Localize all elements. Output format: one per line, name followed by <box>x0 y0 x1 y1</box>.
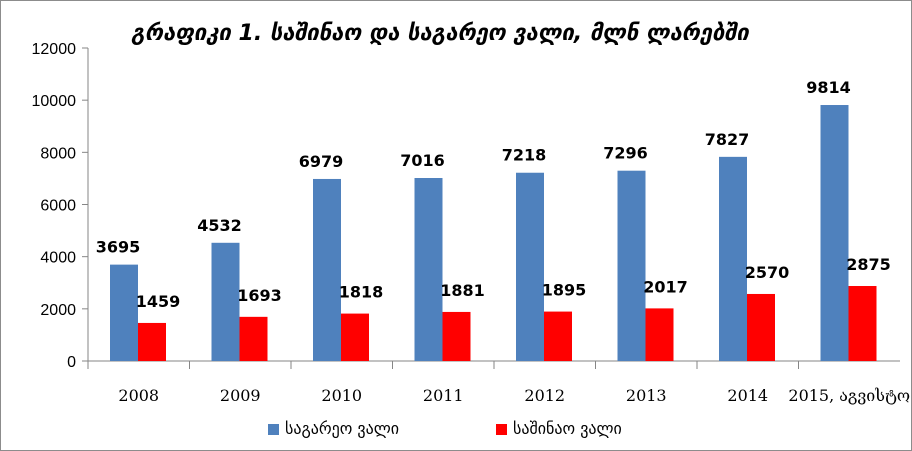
bar-domestic-debt <box>442 311 471 361</box>
bar-external-debt <box>719 156 747 361</box>
bar-domestic-debt <box>645 308 674 361</box>
bar-domestic-debt <box>544 311 572 361</box>
y-tick-label: 6000 <box>40 198 76 215</box>
y-tick-label: 8000 <box>40 145 76 162</box>
data-label: 2570 <box>745 263 790 282</box>
data-label: 7296 <box>603 144 648 163</box>
y-tick-label: 2000 <box>40 302 76 319</box>
x-tick-label: 2008 <box>118 386 159 405</box>
x-tick-label: 2013 <box>626 386 667 405</box>
bar-domestic-debt <box>138 322 166 361</box>
y-tick-label: 12000 <box>32 41 77 58</box>
bar-external-debt <box>313 178 341 361</box>
x-tick-label: 2010 <box>321 386 362 405</box>
x-tick-label: 2012 <box>524 386 565 405</box>
bar-domestic-debt <box>341 313 369 361</box>
x-tick-label: 2014 <box>727 386 768 405</box>
chart-legend: საგარეო ვალი საშინაო ვალი <box>268 419 622 438</box>
y-tick-label: 0 <box>67 354 76 371</box>
data-label: 2017 <box>643 277 688 296</box>
data-label: 4532 <box>197 216 242 235</box>
legend-label: საშინაო ვალი <box>513 419 622 438</box>
bar-domestic-debt <box>848 286 877 361</box>
x-tick-label: 2009 <box>220 386 261 405</box>
data-label: 1881 <box>440 281 485 300</box>
bar-external-debt <box>516 172 544 361</box>
bar-domestic-debt <box>239 316 268 361</box>
chart-data-labels: 3695 4532 6979 7016 7218 7296 7827 9814 1459 1693… <box>96 78 891 311</box>
data-label: 7016 <box>400 151 445 170</box>
x-tick-label: 2011 <box>423 386 464 405</box>
x-tick-label: 2015, აგვისტო <box>788 386 910 405</box>
data-label: 1459 <box>136 292 181 311</box>
bar-external-debt <box>820 105 849 362</box>
bar-external-debt <box>617 170 646 361</box>
legend-swatch <box>268 424 279 435</box>
chart-title: გრაფიკი 1. საშინაო და საგარეო ვალი, მლნ … <box>131 21 750 46</box>
bar-external-debt <box>414 177 443 361</box>
data-label: 6979 <box>299 152 344 171</box>
data-label: 1818 <box>339 283 384 302</box>
data-label: 7827 <box>705 130 750 149</box>
data-label: 7218 <box>502 146 547 165</box>
bar-domestic-debt <box>747 293 775 361</box>
data-label: 1693 <box>237 286 282 305</box>
y-tick-label: 4000 <box>40 250 76 267</box>
data-label: 1895 <box>542 281 587 300</box>
bar-external-debt <box>110 264 138 361</box>
data-label: 2875 <box>846 255 891 274</box>
bar-external-debt <box>211 242 240 361</box>
legend-label: საგარეო ვალი <box>285 419 399 438</box>
data-label: 3695 <box>96 238 141 257</box>
legend-swatch <box>496 424 507 435</box>
data-label: 9814 <box>806 78 851 97</box>
chart-bars <box>110 105 877 362</box>
y-tick-label: 10000 <box>32 93 77 110</box>
